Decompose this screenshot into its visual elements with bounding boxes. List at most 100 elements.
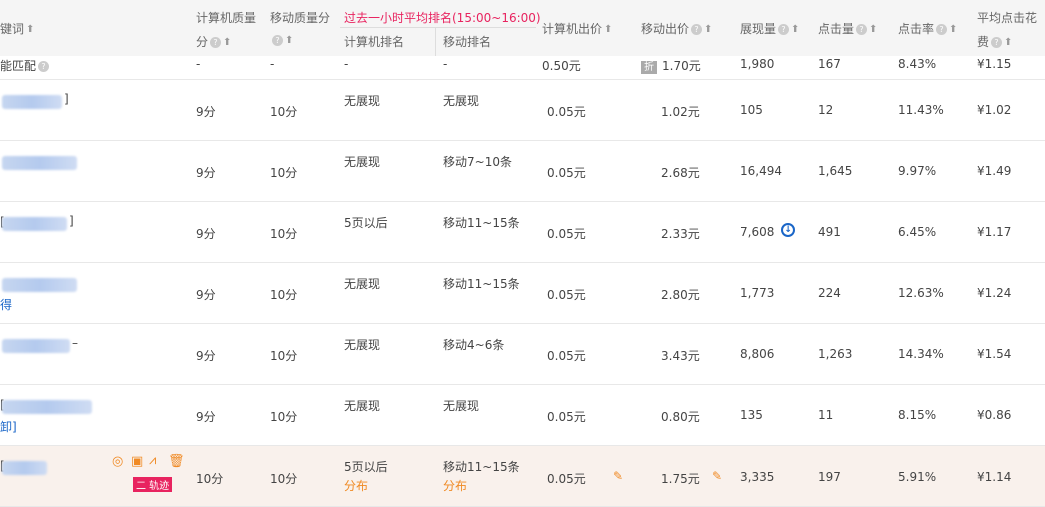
- pc-quality: 9分: [196, 227, 216, 241]
- table-row: 得 9分 10分 无展现 移动11~15条 0.05元 2.80元 1,773 224 12.63…: [0, 263, 1045, 324]
- sort-arrow-icon[interactable]: ⬆: [285, 35, 294, 46]
- col-impressions[interactable]: 展现量? ⬆: [740, 20, 799, 37]
- col-mobile-quality-label: 移动质量分: [270, 11, 331, 25]
- clicks: 11: [818, 408, 834, 422]
- pc-quality: 9分: [196, 166, 216, 180]
- cpc: ¥1.02: [977, 103, 1012, 117]
- mobile-quality: 10分: [270, 410, 298, 424]
- sort-arrow-icon[interactable]: ⬆: [869, 24, 878, 35]
- keyword-redacted[interactable]: [2, 156, 77, 170]
- col-mobile-bid[interactable]: 移动出价? ⬆: [641, 20, 712, 37]
- col-pc-rank: 计算机排名: [344, 35, 405, 49]
- help-icon[interactable]: ?: [936, 24, 948, 35]
- clicks: 1,645: [818, 164, 853, 178]
- edit-mobile-bid-icon[interactable]: ✎: [712, 469, 723, 483]
- download-icon[interactable]: ↓: [781, 223, 795, 237]
- keyword-line2[interactable]: 卸]: [0, 420, 17, 434]
- col-label: 计算机出价: [542, 22, 603, 36]
- ctr: 8.15%: [898, 408, 937, 422]
- col-label: 展现量: [740, 22, 777, 36]
- mobile-rank: 无展现: [443, 399, 480, 413]
- cpc: ¥1.14: [977, 470, 1012, 484]
- impressions: 7,608: [740, 225, 775, 239]
- help-icon[interactable]: ?: [991, 37, 1003, 48]
- pc-bid: 0.05元: [547, 349, 586, 363]
- cpc: ¥1.17: [977, 225, 1012, 239]
- col-label: 费: [977, 35, 990, 49]
- help-icon[interactable]: ?: [778, 24, 790, 35]
- pc-rank-distribution-link[interactable]: 分布: [344, 479, 369, 493]
- mobile-bid: 0.80元: [661, 410, 700, 424]
- ctr: 5.91%: [898, 470, 937, 484]
- pc-rank: 无展现: [344, 399, 381, 413]
- col-label: 键词: [0, 22, 25, 36]
- keyword-redacted[interactable]: [2, 400, 92, 414]
- clicks: 1,263: [818, 347, 853, 361]
- table-row: 9分 10分 无展现 移动7~10条 0.05元 2.68元 16,494 1,645 9.97…: [0, 141, 1045, 202]
- sort-arrow-icon[interactable]: ⬆: [791, 24, 800, 35]
- col-pc-quality[interactable]: 分? ⬆: [196, 33, 231, 50]
- rank-group-title: 过去一小时平均排名(15:00~16:00): [344, 11, 541, 25]
- col-ctr[interactable]: 点击率? ⬆: [898, 20, 957, 37]
- help-icon[interactable]: ?: [38, 61, 50, 72]
- track-badge[interactable]: 二 轨迹: [133, 477, 173, 492]
- target-icon[interactable]: ◎: [112, 454, 124, 469]
- keyword-suffix: ]: [69, 214, 74, 228]
- keyword-redacted[interactable]: [2, 278, 77, 292]
- help-icon[interactable]: ?: [691, 24, 703, 35]
- col-cpc-label: 平均点击花: [977, 11, 1038, 25]
- cpc: ¥1.15: [977, 57, 1012, 71]
- sort-arrow-icon[interactable]: ⬆: [1004, 37, 1013, 48]
- keyword-redacted[interactable]: [2, 95, 62, 109]
- sort-arrow-icon[interactable]: ⬆: [26, 24, 35, 35]
- cpc: ¥1.54: [977, 347, 1012, 361]
- mobile-rank-distribution-link[interactable]: 分布: [443, 479, 468, 493]
- impressions: 3,335: [740, 470, 775, 484]
- clicks: 12: [818, 103, 834, 117]
- table-header: 键词 ⬆ 计算机质量 分? ⬆ 移动质量分 ? ⬆ 过去一小时平均排名(15:00~1…: [0, 0, 1045, 56]
- pc-rank: 5页以后: [344, 216, 388, 230]
- mobile-rank: -: [443, 57, 448, 71]
- col-label: 点击量: [818, 22, 855, 36]
- help-icon[interactable]: ?: [272, 35, 283, 46]
- sort-arrow-icon[interactable]: ⬆: [223, 37, 232, 48]
- col-cpc[interactable]: 费? ⬆: [977, 33, 1012, 50]
- pc-bid: 0.05元: [547, 166, 586, 180]
- keyword-suffix: ]: [64, 92, 69, 106]
- col-pc-bid[interactable]: 计算机出价 ⬆: [542, 20, 612, 37]
- report-icon[interactable]: ▣: [131, 454, 144, 469]
- table-row: – 9分 10分 无展现 移动4~6条 0.05元 3.43元 8,806 1,263 14.34…: [0, 324, 1045, 385]
- ctr: 8.43%: [898, 57, 937, 71]
- pc-quality: 9分: [196, 410, 216, 424]
- pc-bid: 0.05元: [547, 105, 586, 119]
- keyword-redacted[interactable]: [2, 217, 67, 231]
- col-pc-quality-label: 计算机质量: [196, 11, 257, 25]
- col-mobile-quality[interactable]: ? ⬆: [270, 33, 293, 47]
- impressions: 16,494: [740, 164, 782, 178]
- trend-chart-icon[interactable]: ⩘: [149, 453, 157, 468]
- help-icon[interactable]: ?: [210, 37, 222, 48]
- keyword-redacted[interactable]: [2, 461, 47, 475]
- help-icon[interactable]: ?: [856, 24, 868, 35]
- pc-quality: 9分: [196, 288, 216, 302]
- mobile-bid: 折 1.70元: [641, 57, 701, 74]
- keyword-text: 能匹配: [0, 59, 37, 73]
- sort-arrow-icon[interactable]: ⬆: [704, 24, 713, 35]
- col-label: 分: [196, 35, 209, 49]
- pc-rank: 无展现: [344, 338, 381, 352]
- ctr: 14.34%: [898, 347, 944, 361]
- keyword-line2[interactable]: 得: [0, 298, 13, 312]
- mobile-quality: 10分: [270, 105, 298, 119]
- sort-arrow-icon[interactable]: ⬆: [604, 24, 613, 35]
- cpc: ¥1.49: [977, 164, 1012, 178]
- edit-pc-bid-icon[interactable]: ✎: [613, 469, 624, 483]
- table-row: [10分10分5页以后移动11~15条0.05元1.75元3,3351975.9…: [0, 446, 1045, 507]
- col-keyword[interactable]: 键词 ⬆: [0, 20, 34, 37]
- delete-icon[interactable]: 🗑: [168, 454, 185, 469]
- divider: [435, 28, 436, 56]
- clicks: 224: [818, 286, 841, 300]
- keyword-redacted[interactable]: [2, 339, 70, 353]
- mobile-bid: 1.75元: [661, 472, 700, 486]
- sort-arrow-icon[interactable]: ⬆: [949, 24, 958, 35]
- col-clicks[interactable]: 点击量? ⬆: [818, 20, 877, 37]
